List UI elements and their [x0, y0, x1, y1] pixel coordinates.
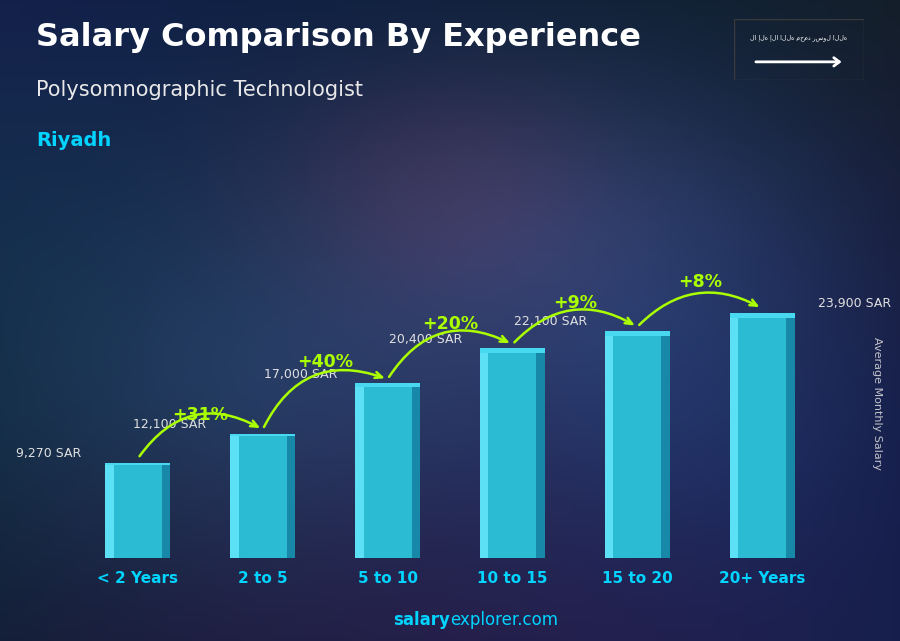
- Bar: [356, 383, 420, 558]
- Text: Polysomnographic Technologist: Polysomnographic Technologist: [36, 80, 363, 100]
- Text: Average Monthly Salary: Average Monthly Salary: [872, 337, 883, 470]
- Text: 9,270 SAR: 9,270 SAR: [16, 447, 82, 460]
- Text: +20%: +20%: [422, 315, 478, 333]
- Bar: [230, 433, 295, 437]
- Text: 17,000 SAR: 17,000 SAR: [265, 368, 338, 381]
- Bar: [356, 383, 364, 558]
- Bar: [730, 313, 738, 558]
- Bar: [105, 463, 170, 558]
- Text: لا إله إلا الله محمد رسول الله: لا إله إلا الله محمد رسول الله: [751, 34, 847, 41]
- Text: +9%: +9%: [553, 294, 597, 312]
- Text: 23,900 SAR: 23,900 SAR: [818, 297, 891, 310]
- Bar: [480, 349, 544, 353]
- Text: +31%: +31%: [172, 406, 229, 424]
- Text: 12,100 SAR: 12,100 SAR: [133, 418, 207, 431]
- Bar: [230, 433, 238, 558]
- Bar: [730, 313, 795, 558]
- Text: +40%: +40%: [297, 353, 353, 370]
- Bar: [105, 463, 170, 465]
- Bar: [605, 331, 670, 336]
- Text: Riyadh: Riyadh: [36, 131, 112, 151]
- Text: 20,400 SAR: 20,400 SAR: [389, 333, 463, 346]
- Text: explorer.com: explorer.com: [450, 612, 558, 629]
- Bar: [730, 313, 795, 318]
- Text: Salary Comparison By Experience: Salary Comparison By Experience: [36, 22, 641, 53]
- Bar: [480, 349, 489, 558]
- Bar: [605, 331, 670, 558]
- Bar: [411, 383, 420, 558]
- Bar: [662, 331, 670, 558]
- Bar: [162, 463, 170, 558]
- Text: 22,100 SAR: 22,100 SAR: [514, 315, 588, 328]
- Bar: [480, 349, 544, 558]
- Bar: [230, 433, 295, 558]
- Bar: [105, 463, 114, 558]
- Bar: [536, 349, 544, 558]
- Text: +8%: +8%: [678, 273, 722, 291]
- Bar: [605, 331, 613, 558]
- Bar: [287, 433, 295, 558]
- Bar: [786, 313, 795, 558]
- Bar: [356, 383, 420, 387]
- Text: salary: salary: [393, 612, 450, 629]
